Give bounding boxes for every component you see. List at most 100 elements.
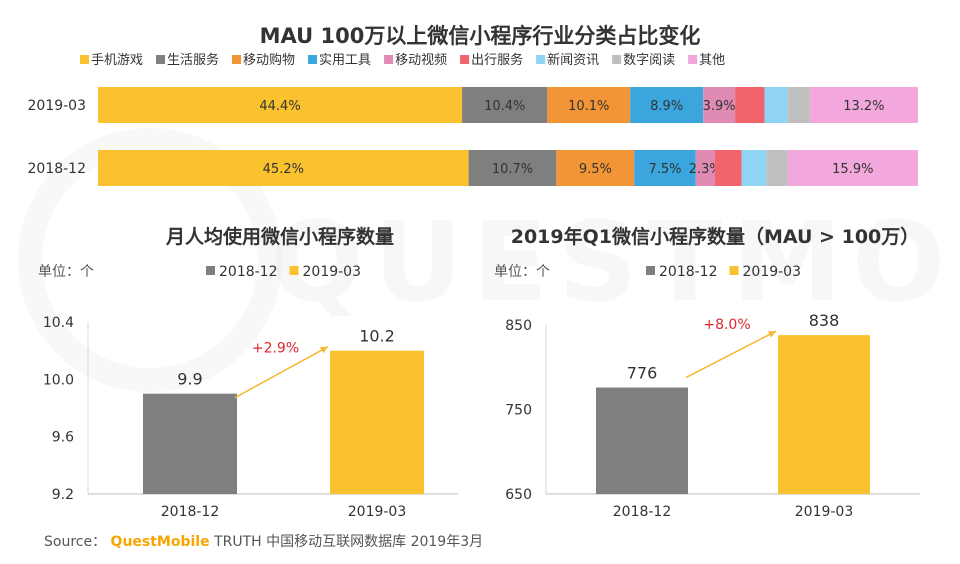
y-tick-1-2: 10.0 (43, 372, 74, 388)
column-value-2-0: 776 (627, 364, 658, 383)
bar-segment-0-1 (462, 87, 548, 123)
legend-label-8: 其他 (699, 53, 725, 68)
legend-swatch-2 (232, 55, 242, 64)
bar-segment-0-3 (630, 87, 704, 123)
bar-segment-1-0 (98, 150, 469, 186)
legend-swatch-8 (688, 55, 698, 64)
legend-swatch-1-1 (289, 266, 299, 275)
bar-segment-1-8 (787, 150, 918, 186)
segment-label-1-1: 10.7% (492, 162, 533, 177)
legend-swatch-2-0 (646, 266, 655, 275)
legend-label-6: 新闻资讯 (547, 52, 599, 68)
legend-label-3: 实用工具 (319, 53, 371, 68)
bar-segment-1-6 (741, 150, 767, 186)
left-chart-unit: 单位：个 (38, 264, 94, 280)
segment-label-1-3: 7.5% (649, 162, 682, 177)
bar-segment-1-1 (468, 150, 557, 186)
segment-label-0-1: 10.4% (484, 99, 525, 114)
column-bar-1-0 (143, 393, 237, 494)
row-label-0: 2019-03 (28, 98, 87, 114)
right-chart-plot: 650 750 850 776 2018-12 838 2019-03 +8.0% (505, 311, 920, 520)
legend-label-4: 移动视频 (395, 53, 447, 68)
legend-swatch-5 (460, 55, 470, 64)
growth-annotation-2: +8.0% (703, 317, 750, 333)
x-tick-2-0: 2018-12 (613, 504, 672, 520)
legend-label-2-0: 2018-12 (659, 264, 718, 280)
legend-swatch-7 (612, 55, 622, 64)
y-tick-1-0: 9.2 (52, 487, 74, 503)
legend-swatch-1 (156, 55, 166, 64)
bar-segment-0-2 (547, 87, 631, 123)
legend-label-2: 移动购物 (243, 52, 295, 68)
segment-label-0-8: 13.2% (843, 99, 884, 114)
x-tick-1-0: 2018-12 (161, 504, 220, 520)
legend-swatch-0 (80, 55, 89, 64)
monthly-usage-chart: 月人均使用微信小程序数量 单位：个 2018-12 2019-03 9.2 9.6 1… (38, 225, 458, 520)
legend-label-2-1: 2019-03 (743, 264, 802, 280)
legend-swatch-6 (536, 55, 546, 64)
top-chart-legend: 手机游戏 生活服务 移动购物 实用工具 移动视频 出行服务 新闻资讯 数字阅读 其他 (80, 52, 725, 68)
column-bar-2-1 (778, 335, 870, 494)
column-bar-1-1 (330, 350, 424, 494)
bar-segment-1-2 (556, 150, 635, 186)
y-tick-2-1: 750 (505, 403, 532, 419)
bar-segment-0-4 (703, 87, 736, 123)
column-bar-2-0 (596, 387, 688, 494)
program-count-chart: 2019年Q1微信小程序数量（MAU > 100万） 单位：个 2018-12 2… (494, 225, 920, 520)
bar-segment-1-5 (714, 150, 742, 186)
x-tick-1-1: 2019-03 (348, 504, 407, 520)
source-rest: TRUTH 中国移动互联网数据库 2019年3月 (214, 534, 484, 550)
legend-label-0: 手机游戏 (91, 53, 143, 68)
bar-segment-1-7 (766, 150, 788, 186)
bar-segment-0-5 (735, 87, 765, 123)
segment-label-0-4: 3.9% (703, 99, 736, 114)
growth-annotation-1: +2.9% (252, 341, 299, 357)
y-tick-1-1: 9.6 (52, 430, 74, 446)
right-chart-unit: 单位：个 (494, 264, 550, 280)
left-chart-legend: 2018-12 2019-03 (206, 264, 361, 280)
right-chart-legend: 2018-12 2019-03 (646, 264, 801, 280)
top-chart-title: MAU 100万以上微信小程序行业分类占比变化 (260, 24, 701, 48)
legend-swatch-3 (308, 55, 318, 64)
growth-arrow-head-2 (768, 331, 776, 338)
segment-label-0-0: 44.4% (259, 99, 300, 114)
legend-label-7: 数字阅读 (623, 53, 675, 68)
industry-share-chart: MAU 100万以上微信小程序行业分类占比变化 手机游戏 生活服务 移动购物 实用工具… (28, 24, 918, 186)
legend-swatch-1-0 (206, 266, 215, 275)
column-value-1-1: 10.2 (359, 327, 395, 346)
segment-label-1-4: 2.3% (689, 162, 722, 177)
legend-label-1: 生活服务 (167, 52, 219, 68)
column-value-2-1: 838 (809, 311, 840, 330)
bar-segment-0-6 (764, 87, 788, 123)
bar-segment-0-0 (98, 87, 463, 123)
bar-segment-0-7 (787, 87, 810, 123)
segment-label-1-2: 9.5% (579, 162, 612, 177)
segment-label-1-8: 15.9% (832, 162, 873, 177)
left-chart-plot: 9.2 9.6 10.0 10.4 9.9 2018-12 10.2 2019-03 +2.9% (43, 315, 458, 520)
source-line: Source： QuestMobile TRUTH 中国移动互联网数据库 201… (44, 531, 483, 551)
legend-label-5: 出行服务 (471, 52, 523, 68)
bar-segment-1-3 (634, 150, 696, 186)
growth-arrow-2 (685, 330, 777, 379)
segment-label-0-2: 10.1% (568, 99, 609, 114)
y-tick-2-2: 850 (505, 318, 532, 334)
legend-label-1-0: 2018-12 (219, 264, 278, 280)
top-chart-bars: 2019-03 44.4% 10.4% 10.1% 8.9% 3.9% 13.2% 2018-… (28, 87, 918, 186)
column-value-1-0: 9.9 (177, 370, 202, 389)
row-label-1: 2018-12 (28, 161, 87, 177)
segment-label-0-3: 8.9% (650, 99, 683, 114)
y-tick-2-0: 650 (505, 487, 532, 503)
segment-label-1-0: 45.2% (263, 162, 304, 177)
bar-segment-1-4 (695, 150, 715, 186)
bar-segment-0-8 (809, 87, 918, 123)
right-chart-title: 2019年Q1微信小程序数量（MAU > 100万） (511, 225, 920, 248)
legend-swatch-2-1 (729, 266, 739, 275)
growth-arrow-1 (234, 346, 329, 399)
x-tick-2-1: 2019-03 (795, 504, 854, 520)
growth-arrow-head-1 (320, 346, 328, 354)
source-brand: QuestMobile (110, 534, 210, 550)
left-chart-title: 月人均使用微信小程序数量 (165, 225, 394, 248)
legend-label-1-1: 2019-03 (303, 264, 362, 280)
legend-swatch-4 (384, 55, 394, 64)
